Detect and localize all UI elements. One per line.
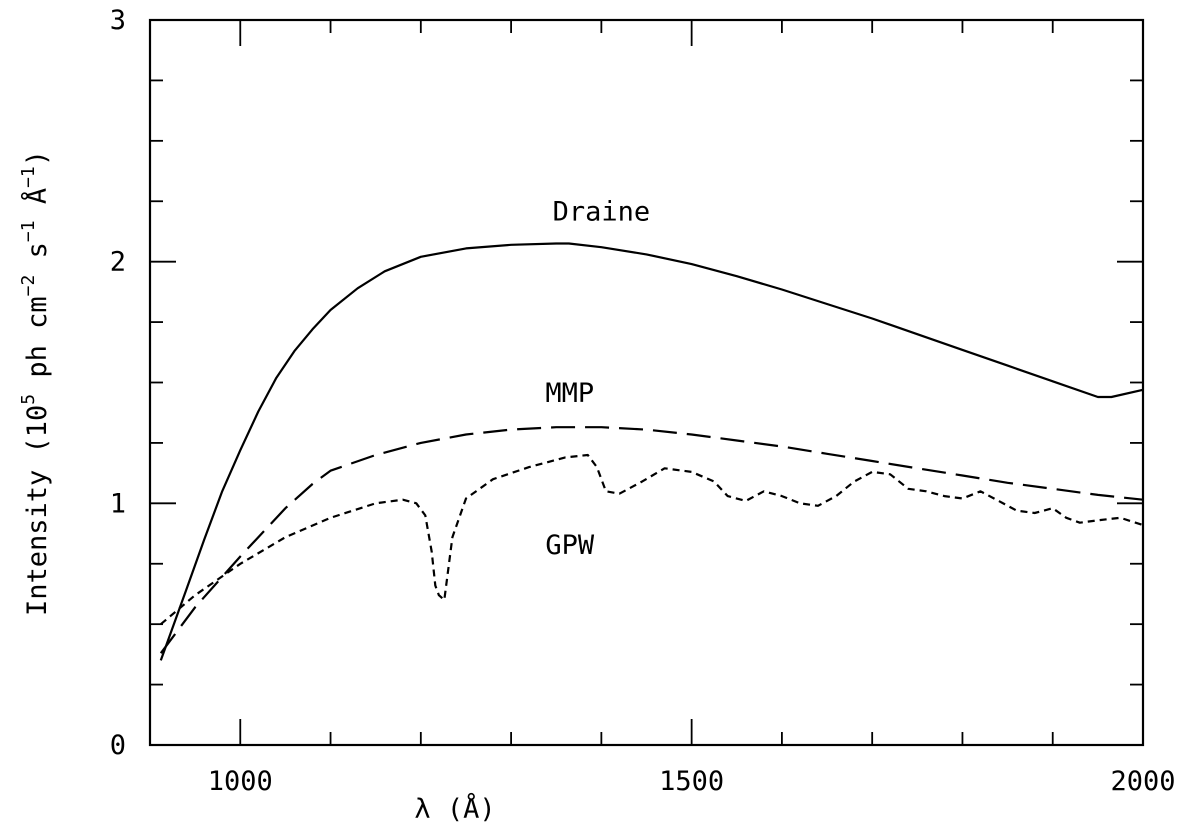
series-lines (159, 242, 1144, 661)
y-tick-label: 1 (110, 488, 126, 519)
plot-frame (148, 18, 1145, 747)
y-tick-label: 0 (110, 730, 126, 761)
y-tick-labels: 0 1 2 3 (110, 5, 126, 761)
x-tick-label: 1000 (208, 766, 273, 797)
y-axis-title: Intensity (105 ph cm−2 s−1 Å−1) (18, 150, 53, 616)
axis-ticks (149, 19, 1144, 746)
series-line-mmp (159, 426, 1144, 654)
series-label-mmp: MMP (545, 378, 594, 409)
y-axis-title-superscript: −2 (18, 275, 39, 297)
y-axis-title-text: Intensity (10 (22, 405, 53, 616)
series-label-draine: Draine (553, 197, 651, 228)
series-label-gpw: GPW (545, 530, 595, 561)
series-labels: Draine MMP GPW (545, 197, 651, 561)
y-tick-label: 3 (110, 5, 126, 36)
y-axis-title-superscript: 5 (18, 394, 39, 405)
y-tick-label: 2 (110, 247, 126, 278)
x-axis-title: λ (Å) (414, 793, 495, 825)
series-line-draine (159, 242, 1144, 661)
x-tick-labels: 1000 1500 2000 (208, 766, 1176, 797)
x-tick-label: 2000 (1110, 766, 1175, 797)
y-axis-title-superscript: −1 (18, 166, 39, 188)
y-axis-title-superscript: −1 (18, 220, 39, 242)
y-axis-title-text: s (22, 242, 53, 275)
y-axis-title-text: Å (21, 188, 53, 221)
x-tick-label: 1500 (659, 766, 724, 797)
y-axis-title-text: ph cm (22, 296, 53, 394)
y-axis-title-text: ) (22, 150, 53, 166)
